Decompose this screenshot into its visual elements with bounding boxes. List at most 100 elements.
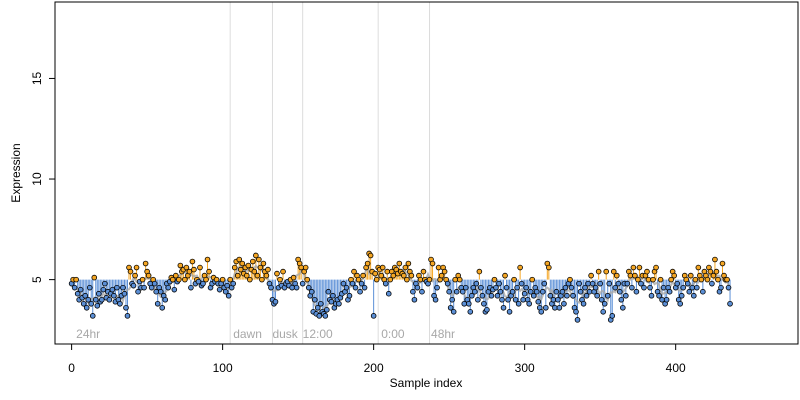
- data-point: [583, 292, 590, 299]
- x-axis: 0 100 200 300 400: [68, 343, 686, 375]
- data-point: [609, 313, 616, 319]
- data-points: [68, 250, 733, 323]
- period-annotation: 12:00: [303, 327, 333, 341]
- data-point: [182, 276, 188, 283]
- data-point: [308, 288, 315, 295]
- data-point: [390, 272, 397, 279]
- data-point: [378, 272, 384, 279]
- data-point: [449, 296, 455, 303]
- data-point: [580, 300, 587, 307]
- data-point: [546, 264, 552, 271]
- data-point: [496, 280, 502, 287]
- data-point: [645, 276, 652, 283]
- data-point: [99, 296, 105, 303]
- data-point: [302, 264, 309, 271]
- data-point: [372, 270, 378, 277]
- data-point: [157, 288, 164, 295]
- data-point: [328, 298, 335, 305]
- data-point: [523, 284, 529, 291]
- data-point: [715, 276, 721, 283]
- data-point: [671, 272, 677, 279]
- data-point: [74, 290, 81, 297]
- data-point: [725, 284, 732, 291]
- data-point: [364, 260, 371, 267]
- data-point: [336, 300, 342, 307]
- data-point: [491, 276, 498, 283]
- data-point: [570, 292, 576, 299]
- data-point: [414, 284, 421, 291]
- data-point: [469, 292, 475, 299]
- data-point: [475, 296, 481, 303]
- data-point: [494, 292, 501, 299]
- data-point: [379, 264, 386, 271]
- data-point: [314, 304, 321, 311]
- data-point: [411, 296, 418, 303]
- data-point: [420, 268, 427, 275]
- data-point: [250, 258, 256, 265]
- data-point: [447, 304, 454, 311]
- period-annotation: dawn: [233, 327, 262, 341]
- data-point: [503, 284, 510, 291]
- data-point: [340, 280, 347, 287]
- data-point: [257, 264, 264, 271]
- data-point: [95, 290, 102, 297]
- data-point: [484, 306, 490, 313]
- data-point: [91, 274, 98, 281]
- period-annotation: 48hr: [431, 327, 455, 341]
- data-point: [236, 256, 243, 263]
- data-point: [629, 284, 635, 291]
- data-point: [653, 264, 659, 271]
- data-point: [515, 300, 522, 307]
- data-point: [663, 296, 670, 303]
- data-point: [660, 284, 667, 291]
- data-point: [552, 304, 558, 311]
- data-point: [502, 272, 508, 279]
- data-point: [197, 264, 203, 271]
- data-point: [641, 284, 647, 291]
- data-point: [222, 288, 229, 295]
- data-point: [595, 268, 602, 275]
- data-point: [410, 288, 416, 295]
- data-point: [520, 296, 526, 303]
- data-point: [518, 280, 525, 287]
- data-point: [684, 280, 691, 287]
- data-point: [527, 288, 534, 295]
- data-point: [514, 284, 520, 291]
- data-point: [678, 292, 685, 299]
- data-point: [77, 286, 84, 293]
- data-point: [481, 300, 487, 307]
- data-point: [574, 317, 581, 323]
- data-point: [373, 276, 380, 283]
- data-point: [402, 264, 409, 271]
- data-point: [230, 280, 236, 287]
- data-point: [543, 304, 549, 311]
- data-point: [216, 286, 223, 293]
- data-point: [305, 284, 312, 291]
- data-point: [613, 272, 620, 279]
- data-point: [719, 260, 726, 267]
- data-point: [624, 280, 631, 287]
- data-point: [259, 276, 265, 283]
- data-point: [505, 296, 511, 303]
- data-point: [559, 288, 566, 295]
- data-point: [224, 282, 230, 289]
- data-point: [111, 292, 117, 299]
- data-point: [148, 284, 155, 291]
- data-point: [453, 288, 460, 295]
- data-point: [541, 280, 548, 287]
- data-point: [141, 284, 147, 291]
- data-point: [106, 296, 113, 303]
- data-point: [293, 284, 300, 291]
- data-point: [169, 276, 176, 283]
- data-point: [100, 286, 107, 293]
- data-point: [521, 290, 528, 297]
- data-point: [500, 304, 507, 311]
- data-point: [657, 276, 664, 283]
- data-point: [499, 296, 505, 303]
- data-point: [517, 264, 523, 271]
- data-point: [117, 300, 123, 307]
- x-tick-label: 200: [364, 361, 384, 375]
- x-tick-label: 300: [515, 361, 535, 375]
- data-point: [171, 286, 178, 293]
- data-point: [162, 296, 169, 303]
